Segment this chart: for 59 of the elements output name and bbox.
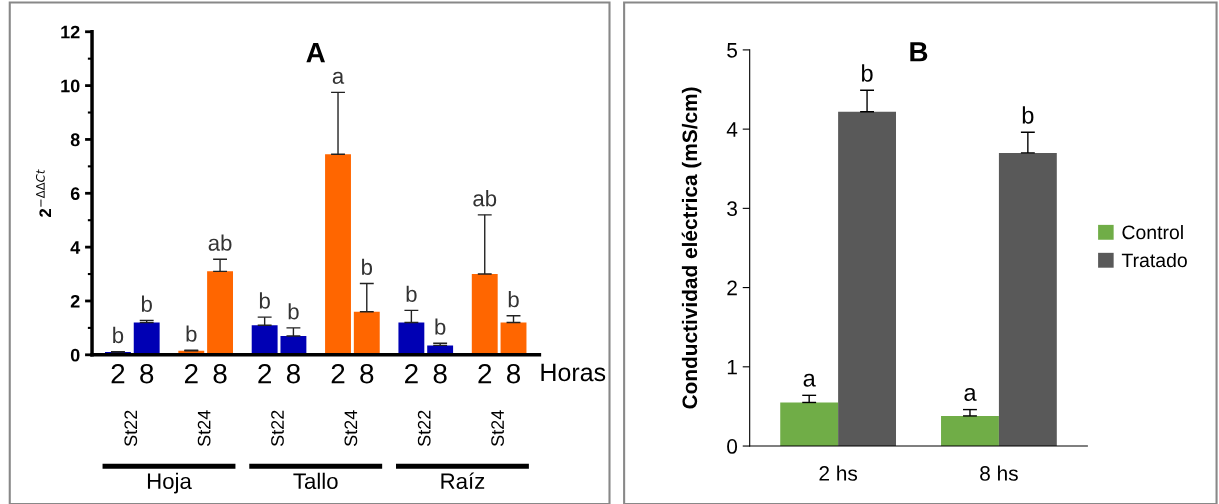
- y-tick-label: 0: [727, 439, 738, 454]
- data-label: a: [332, 71, 345, 84]
- y-axis-title: 2$^{−ΔΔCt}$: [35, 169, 52, 217]
- y-tick-label: 4: [726, 122, 738, 137]
- x-tick-label: 2: [405, 363, 418, 384]
- text: St24: [491, 410, 504, 447]
- y-tick-label: 10: [61, 79, 80, 93]
- data-label: ab: [473, 190, 497, 207]
- data-label: b: [406, 285, 417, 302]
- text: St22: [124, 410, 138, 447]
- data-label: a: [803, 373, 816, 387]
- data-label: b: [435, 318, 446, 335]
- text: St22: [417, 410, 431, 447]
- x-tick-label: 8: [140, 363, 154, 384]
- legend-label: Control: [1122, 224, 1183, 240]
- x-tick-label: 2: [184, 363, 198, 384]
- x-tick-label: 2: [331, 363, 345, 384]
- x-tick-label: 2 hs: [819, 465, 858, 481]
- data-label: b: [113, 326, 124, 344]
- data-label: b: [186, 325, 197, 342]
- x-tick-label: 8: [213, 363, 227, 384]
- x-tick-label: 2: [258, 363, 271, 384]
- data-label: ab: [208, 234, 232, 251]
- x-axis-title: Horas: [541, 363, 606, 382]
- legend-label: Tratado: [1121, 252, 1187, 268]
- chart-title: A: [306, 43, 326, 63]
- y-tick-label: 5: [727, 43, 738, 58]
- y-axis-title: Conductividad eléctrica (mS/cm): [681, 87, 702, 409]
- y-tick-label: 2: [70, 294, 80, 308]
- x-tick-label: 2: [111, 363, 125, 384]
- x-tick-label: 8: [507, 363, 521, 384]
- text: St24: [197, 410, 211, 447]
- y-tick-label: 1: [727, 360, 737, 375]
- y-tick-label: 12: [61, 25, 80, 39]
- y-tick-label: 8: [70, 133, 80, 147]
- data-label: b: [141, 295, 152, 312]
- data-label: b: [288, 303, 299, 320]
- y-tick-label: 2: [727, 280, 737, 296]
- data-label: b: [362, 258, 373, 276]
- y-tick-label: 0: [70, 348, 80, 362]
- chart-title: B: [910, 42, 928, 62]
- x-tick-label: 8: [286, 363, 300, 384]
- data-label: b: [259, 292, 270, 309]
- data-label: b: [1022, 106, 1034, 124]
- x-tick-label: 8: [360, 363, 374, 384]
- data-label: b: [862, 64, 873, 82]
- x-tick-label: 8 hs: [980, 465, 1018, 481]
- text: Tallo: [293, 472, 338, 490]
- y-tick-label: 6: [70, 187, 80, 200]
- data-label: b: [508, 291, 519, 308]
- y-tick-label: 3: [727, 201, 737, 217]
- y-tick-label: 4: [70, 241, 81, 254]
- x-tick-label: 8: [433, 363, 447, 384]
- text: St24: [344, 410, 358, 447]
- text: Hoja: [147, 472, 192, 494]
- x-tick-label: 2: [478, 363, 492, 384]
- text: St22: [271, 410, 284, 447]
- data-label: a: [964, 388, 977, 401]
- text: Raíz: [441, 472, 485, 490]
